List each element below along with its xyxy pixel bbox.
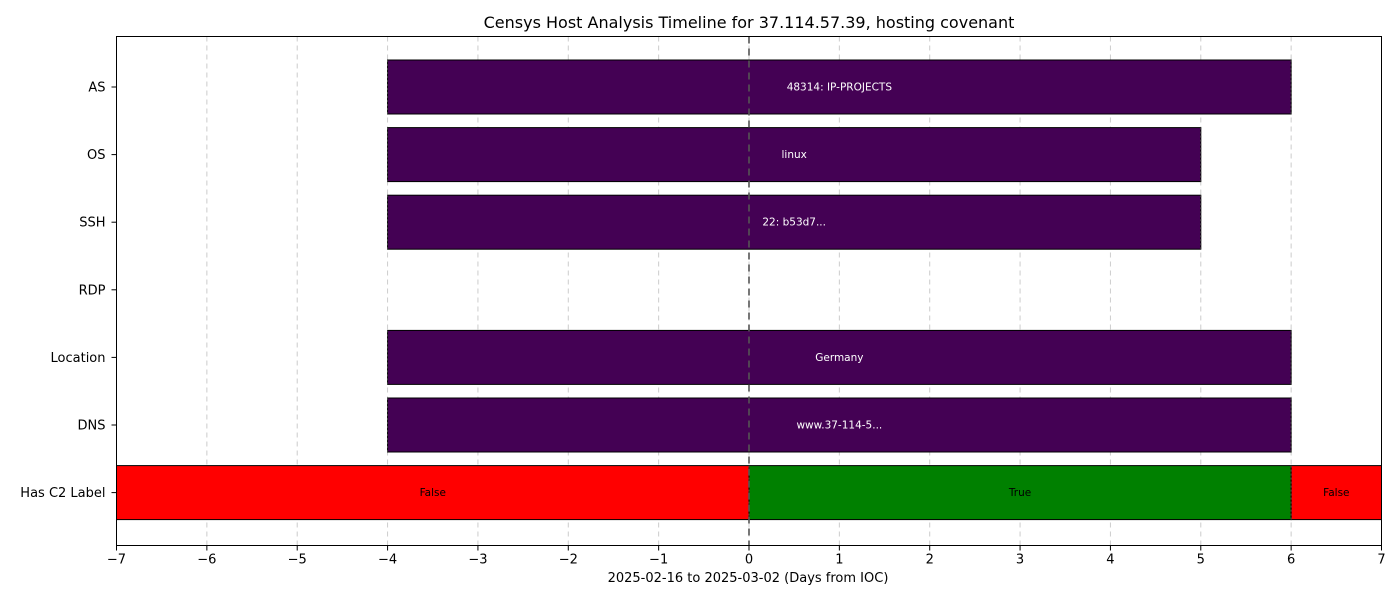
x-tick-label: −5: [288, 553, 307, 568]
y-tick-label: Has C2 Label: [20, 486, 105, 501]
x-tick-label: −3: [468, 553, 487, 568]
timeline-bar: [387, 59, 1292, 115]
grid: [206, 36, 1292, 546]
bar-label: True: [1008, 487, 1031, 499]
bar-label: 22: b53d7...: [762, 217, 826, 229]
x-tick-label: 0: [745, 553, 753, 568]
bar-label: Germany: [815, 352, 863, 364]
x-tick-label: −1: [649, 553, 668, 568]
timeline-bar: [1290, 465, 1382, 521]
y-tick-label: Location: [51, 351, 106, 366]
timeline-bar: [387, 329, 1292, 385]
bars: [116, 59, 1382, 521]
y-tick-label: RDP: [79, 283, 106, 298]
x-tick-label: 1: [835, 553, 843, 568]
x-tick-label: −7: [107, 553, 126, 568]
bar-label: False: [420, 487, 446, 499]
y-tick-label: AS: [88, 81, 105, 96]
chart-title: Censys Host Analysis Timeline for 37.114…: [484, 13, 1015, 32]
bar-labels: 48314: IP-PROJECTS linux 22: b53d7... Germa…: [420, 82, 1350, 500]
timeline-bar: [387, 194, 1202, 250]
x-tick-label: −2: [559, 553, 578, 568]
x-tick-label: 4: [1106, 553, 1114, 568]
x-tick-label: −6: [197, 553, 216, 568]
x-axis-label: 2025-02-16 to 2025-03-02 (Days from IOC): [608, 571, 889, 586]
bar-label: www.37-114-5...: [796, 420, 882, 432]
timeline-bar: [387, 127, 1202, 183]
x-tick-label: 7: [1377, 553, 1385, 568]
x-tick-label: 6: [1287, 553, 1295, 568]
bar-label: 48314: IP-PROJECTS: [787, 82, 893, 94]
x-tick-label: 2: [926, 553, 934, 568]
bar-label: False: [1323, 487, 1349, 499]
y-axis: AS OS SSH RDP Location DNS Has C2 Label: [20, 81, 117, 501]
x-tick-label: 3: [1016, 553, 1024, 568]
y-tick-label: SSH: [79, 216, 105, 231]
y-tick-label: OS: [87, 148, 105, 163]
bar-label: linux: [781, 149, 806, 161]
x-axis: −7 −6 −5 −4 −3 −2 −1 0 1 2 3 4 5 6 7: [107, 545, 1386, 568]
x-tick-label: −4: [378, 553, 397, 568]
timeline-bar: [748, 465, 1292, 521]
y-tick-label: DNS: [78, 419, 106, 434]
timeline-bar: [387, 397, 1292, 453]
x-tick-label: 5: [1197, 553, 1205, 568]
